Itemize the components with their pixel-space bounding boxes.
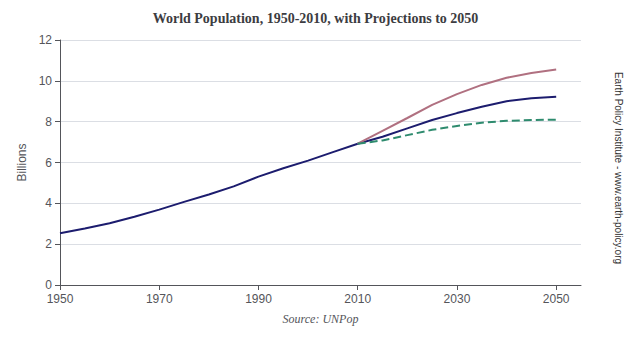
svg-text:Source: UNPop: Source: UNPop [283,312,359,326]
svg-text:4: 4 [45,196,52,210]
svg-text:2010: 2010 [344,292,371,306]
svg-text:2050: 2050 [543,292,570,306]
svg-text:2: 2 [45,237,52,251]
svg-text:1990: 1990 [245,292,272,306]
svg-text:Billions: Billions [15,143,29,181]
svg-text:1970: 1970 [146,292,173,306]
svg-text:1950: 1950 [47,292,74,306]
svg-text:Earth Policy Institute - www.e: Earth Policy Institute - www.earth-polic… [613,72,624,264]
svg-text:8: 8 [45,115,52,129]
svg-text:6: 6 [45,156,52,170]
svg-text:12: 12 [39,33,53,47]
svg-text:World Population, 1950-2010, w: World Population, 1950-2010, with Projec… [153,11,479,26]
svg-text:10: 10 [39,74,53,88]
svg-text:2030: 2030 [444,292,471,306]
svg-text:0: 0 [45,278,52,292]
